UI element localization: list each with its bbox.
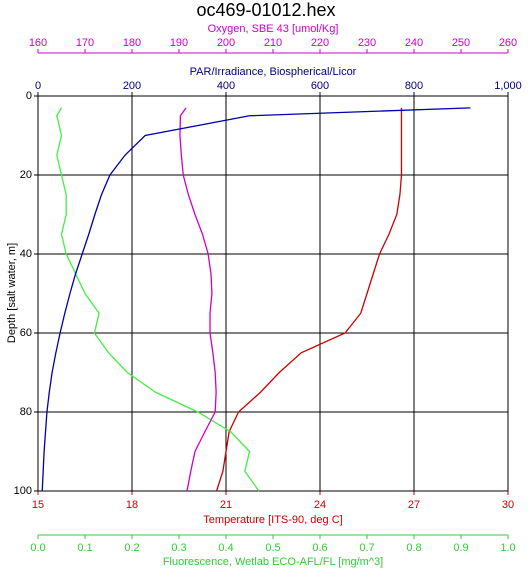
- y-axis-title: Depth [salt water, m]: [6, 243, 18, 343]
- x-tick-label: 27: [408, 499, 420, 511]
- x-tick-label: 0.9: [453, 542, 468, 554]
- x-tick-label: 220: [311, 37, 329, 49]
- x-tick-label: 190: [170, 37, 188, 49]
- x-tick-label: 400: [217, 80, 235, 92]
- x-tick-label: 200: [123, 80, 141, 92]
- data-line: [179, 107, 217, 492]
- x-tick-label: 30: [502, 499, 514, 511]
- y-tick-label: 60: [20, 327, 32, 339]
- x-tick-label: 24: [314, 499, 326, 511]
- x-tick-label: 240: [405, 37, 423, 49]
- x-tick-label: 1.0: [500, 542, 515, 554]
- x-tick-label: 170: [76, 37, 94, 49]
- data-line: [215, 107, 403, 492]
- x-tick-label: 200: [217, 37, 235, 49]
- x-tick-label: 260: [499, 37, 517, 49]
- y-tick-label: 100: [14, 485, 32, 497]
- x-tick-label: 180: [123, 37, 141, 49]
- x-tick-label: 800: [405, 80, 423, 92]
- x-tick-label: 21: [220, 499, 232, 511]
- x-tick-label: 0.4: [218, 542, 233, 554]
- x-tick-label: 250: [452, 37, 470, 49]
- x-tick-label: 15: [32, 499, 44, 511]
- y-tick-label: 20: [20, 169, 32, 181]
- x-tick-label: 0.5: [265, 542, 280, 554]
- x-tick-label: 1,000: [494, 80, 522, 92]
- x-axis-title: Oxygen, SBE 43 [umol/Kg]: [208, 23, 339, 35]
- x-tick-label: 0.7: [359, 542, 374, 554]
- x-tick-label: 210: [264, 37, 282, 49]
- x-axis-title: PAR/Irradiance, Biospherical/Licor: [190, 66, 357, 78]
- x-tick-label: 18: [126, 499, 138, 511]
- x-tick-label: 0.6: [312, 542, 327, 554]
- y-tick-label: 40: [20, 248, 32, 260]
- x-tick-label: 0.3: [171, 542, 186, 554]
- y-tick-label: 80: [20, 406, 32, 418]
- plot-frame: [37, 95, 509, 492]
- y-tick-label: 0: [26, 90, 32, 102]
- x-tick-label: 0: [35, 80, 41, 92]
- x-tick-label: 0.2: [124, 542, 139, 554]
- x-tick-label: 600: [311, 80, 329, 92]
- x-axis-title: Fluorescence, Wetlab ECO-AFL/FL [mg/m^3]: [163, 556, 383, 568]
- x-tick-label: 0.1: [77, 542, 92, 554]
- x-tick-label: 0.8: [406, 542, 421, 554]
- data-line: [41, 107, 471, 492]
- x-tick-label: 160: [29, 37, 47, 49]
- chart-title: oc469-01012.hex: [196, 0, 335, 20]
- x-axis-title: Temperature [ITS-90, deg C]: [203, 514, 342, 526]
- x-tick-label: 230: [358, 37, 376, 49]
- data-line: [56, 107, 260, 492]
- x-tick-label: 0.0: [30, 542, 45, 554]
